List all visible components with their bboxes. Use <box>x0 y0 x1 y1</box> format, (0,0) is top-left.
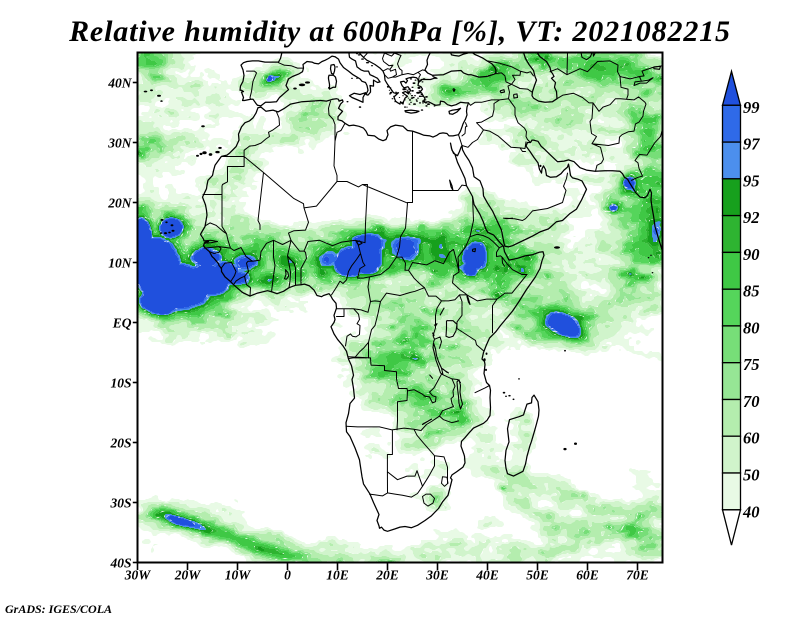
svg-text:0: 0 <box>284 568 291 583</box>
svg-text:10W: 10W <box>225 568 252 583</box>
svg-text:EQ: EQ <box>112 316 132 331</box>
svg-text:30S: 30S <box>109 496 131 511</box>
svg-text:30W: 30W <box>124 568 152 583</box>
svg-text:60: 60 <box>743 429 760 448</box>
svg-text:10N: 10N <box>108 256 133 271</box>
svg-text:10E: 10E <box>326 568 349 583</box>
svg-text:90: 90 <box>743 245 760 264</box>
svg-text:85: 85 <box>743 282 760 301</box>
svg-text:60E: 60E <box>576 568 599 583</box>
svg-text:99: 99 <box>743 98 760 117</box>
svg-text:75: 75 <box>743 355 760 374</box>
svg-text:20S: 20S <box>109 436 131 451</box>
svg-text:40S: 40S <box>109 556 131 571</box>
svg-text:20W: 20W <box>174 568 202 583</box>
svg-text:70E: 70E <box>626 568 649 583</box>
svg-text:GrADS: IGES/COLA: GrADS: IGES/COLA <box>5 602 112 616</box>
svg-text:40: 40 <box>742 502 760 521</box>
svg-text:Relative humidity at 600hPa [%: Relative humidity at 600hPa [%], VT: 202… <box>68 15 731 48</box>
svg-text:40N: 40N <box>107 76 133 91</box>
svg-text:20E: 20E <box>375 568 399 583</box>
svg-text:50E: 50E <box>526 568 549 583</box>
svg-text:70: 70 <box>743 392 760 411</box>
svg-text:92: 92 <box>743 208 760 227</box>
svg-text:80: 80 <box>743 318 760 337</box>
svg-text:20N: 20N <box>107 196 133 211</box>
svg-text:40E: 40E <box>475 568 499 583</box>
svg-text:10S: 10S <box>110 376 131 391</box>
svg-text:30E: 30E <box>425 568 449 583</box>
svg-text:30N: 30N <box>107 136 133 151</box>
svg-text:97: 97 <box>743 135 760 154</box>
svg-text:95: 95 <box>743 171 760 190</box>
svg-text:50: 50 <box>743 466 760 485</box>
